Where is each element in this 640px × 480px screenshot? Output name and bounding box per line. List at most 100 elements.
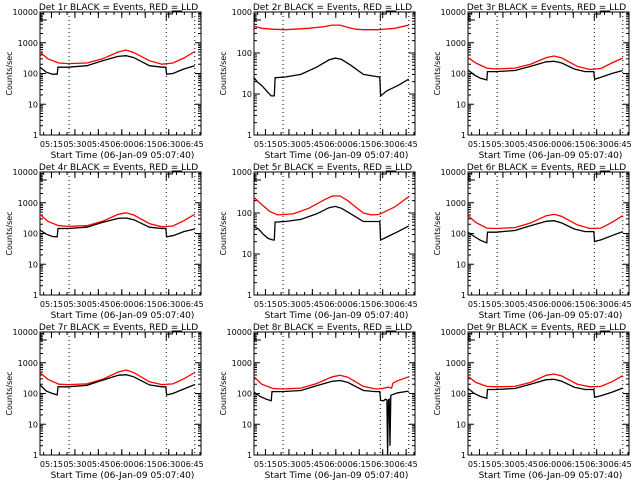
y-tick-label: 1000 (446, 359, 466, 368)
x-tick-label: 06:00 (324, 140, 347, 149)
y-tick-label: 100 (237, 49, 252, 58)
y-tick-label: 1 (461, 131, 466, 140)
series-lld-line (253, 195, 410, 216)
y-tick-label: 1 (247, 451, 252, 460)
start-marker (468, 174, 475, 181)
x-tick-label: 06:30 (157, 460, 180, 469)
x-tick-label: 05:45 (515, 460, 538, 469)
y-tick-label: 100 (237, 209, 252, 218)
y-tick-label: 1000 (232, 359, 252, 368)
x-axis-label: Start Time (06-Jan-09 05:07:40) (51, 151, 195, 161)
y-tick-label: 1 (33, 131, 38, 140)
x-tick-label: 05:45 (301, 140, 324, 149)
x-tick-label: 06:45 (609, 460, 632, 469)
x-tick-label: 06:00 (538, 460, 561, 469)
x-tick-label: 05:30 (491, 140, 514, 149)
y-tick-label: 10 (242, 250, 252, 259)
plot-title: Det 8r BLACK = Events, RED = LLD (253, 323, 412, 333)
y-tick-label: 10 (28, 260, 38, 269)
x-tick-label: 06:45 (181, 140, 204, 149)
start-marker (254, 334, 261, 341)
x-axis-label: Start Time (06-Jan-09 05:07:40) (51, 311, 195, 321)
y-tick-label: 100 (23, 70, 38, 79)
x-axis-label: Start Time (06-Jan-09 05:07:40) (265, 311, 409, 321)
y-tick-label: 10 (242, 90, 252, 99)
series-lld-line (467, 373, 624, 388)
series-events-line (39, 374, 195, 396)
plot-frame (39, 11, 202, 136)
series-events-line (467, 378, 623, 400)
x-tick-label: 06:30 (585, 460, 608, 469)
y-tick-label: 1000 (232, 168, 252, 177)
x-tick-label: 05:30 (277, 460, 300, 469)
series-lld-line (39, 49, 196, 65)
x-tick-label: 06:45 (609, 300, 632, 309)
x-tick-label: 06:15 (348, 140, 371, 149)
series-lld-line (253, 374, 409, 390)
y-tick-label: 1000 (446, 199, 466, 208)
series-lld-line (39, 369, 196, 386)
plot-title: Det 4r BLACK = Events, RED = LLD (39, 163, 198, 173)
plot-frame (467, 11, 630, 136)
x-tick-label: 06:30 (157, 300, 180, 309)
x-axis-label: Start Time (06-Jan-09 05:07:40) (479, 311, 623, 321)
y-tick-label: 1000 (18, 199, 38, 208)
series-lld-line (467, 55, 623, 71)
series-events-line (253, 57, 410, 98)
x-tick-label: 06:15 (348, 300, 371, 309)
x-tick-label: 06:15 (134, 140, 157, 149)
start-marker (40, 334, 47, 341)
y-tick-label: 100 (23, 390, 38, 399)
y-tick-label: 1 (461, 451, 466, 460)
series-lld-line (39, 212, 196, 228)
x-tick-label: 06:45 (181, 300, 204, 309)
x-tick-label: 05:15 (254, 460, 277, 469)
x-tick-label: 06:00 (110, 300, 133, 309)
plot-panel-9: Det 9r BLACK = Events, RED = LLD 1 10 100 10… (433, 323, 632, 480)
x-tick-label: 05:15 (40, 460, 63, 469)
x-tick-label: 06:30 (585, 140, 608, 149)
x-tick-label: 06:45 (395, 300, 418, 309)
series-events-line (467, 220, 623, 244)
x-tick-label: 05:30 (63, 460, 86, 469)
x-tick-label: 06:00 (110, 140, 133, 149)
y-axis-label: Counts/sec (433, 211, 442, 255)
x-tick-label: 05:15 (254, 140, 277, 149)
y-tick-label: 1 (33, 451, 38, 460)
start-marker (468, 14, 475, 21)
plot-panel-5: Det 5r BLACK = Events, RED = LLD 1 10 100 10… (219, 163, 418, 321)
y-tick-label: 10000 (13, 8, 38, 17)
x-axis-label: Start Time (06-Jan-09 05:07:40) (479, 151, 623, 161)
plot-title: Det 2r BLACK = Events, RED = LLD (253, 3, 412, 13)
y-tick-label: 100 (23, 230, 38, 239)
y-tick-label: 10 (456, 100, 466, 109)
plot-title: Det 6r BLACK = Events, RED = LLD (467, 163, 626, 173)
x-tick-label: 05:45 (87, 300, 110, 309)
series-events-line (39, 217, 195, 238)
x-tick-label: 06:30 (585, 300, 608, 309)
plot-title: Det 7r BLACK = Events, RED = LLD (39, 323, 198, 333)
y-axis-label: Counts/sec (219, 371, 228, 415)
x-axis-label: Start Time (06-Jan-09 05:07:40) (265, 151, 409, 161)
x-tick-label: 05:30 (63, 300, 86, 309)
x-axis-label: Start Time (06-Jan-09 05:07:40) (479, 471, 623, 480)
plot-title: Det 3r BLACK = Events, RED = LLD (467, 3, 626, 13)
x-tick-label: 05:15 (40, 300, 63, 309)
x-tick-label: 06:15 (134, 300, 157, 309)
x-tick-label: 05:45 (87, 140, 110, 149)
y-tick-label: 10 (456, 420, 466, 429)
x-tick-label: 05:30 (277, 300, 300, 309)
start-marker (468, 334, 475, 341)
x-axis-label: Start Time (06-Jan-09 05:07:40) (265, 471, 409, 480)
plot-frame (467, 331, 630, 456)
plot-title: Det 5r BLACK = Events, RED = LLD (253, 163, 412, 173)
plot-panel-8: Det 8r BLACK = Events, RED = LLD 1 10 100 10… (219, 323, 418, 480)
plot-panel-7: Det 7r BLACK = Events, RED = LLD 1 10 100 10… (5, 323, 204, 480)
y-tick-label: 1000 (446, 39, 466, 48)
y-axis-label: Counts/sec (219, 211, 228, 255)
x-tick-label: 06:30 (371, 460, 394, 469)
y-tick-label: 100 (451, 390, 466, 399)
y-axis-label: Counts/sec (5, 211, 14, 255)
plot-frame (467, 171, 630, 296)
x-tick-label: 05:15 (468, 300, 491, 309)
